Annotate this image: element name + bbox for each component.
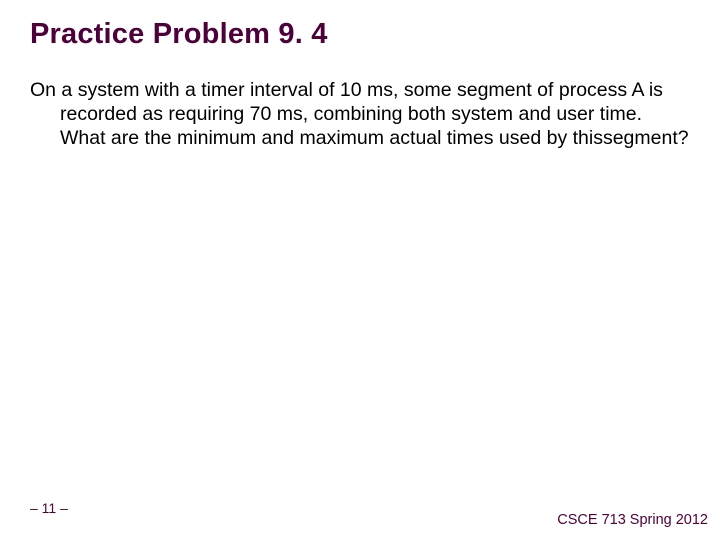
- problem-text: On a system with a timer interval of 10 …: [30, 79, 690, 150]
- slide: Practice Problem 9. 4 On a system with a…: [0, 0, 720, 540]
- page-number: – 11 –: [30, 500, 68, 516]
- course-label: CSCE 713 Spring 2012: [557, 512, 708, 528]
- slide-title: Practice Problem 9. 4: [30, 18, 690, 51]
- problem-body: On a system with a timer interval of 10 …: [30, 79, 690, 150]
